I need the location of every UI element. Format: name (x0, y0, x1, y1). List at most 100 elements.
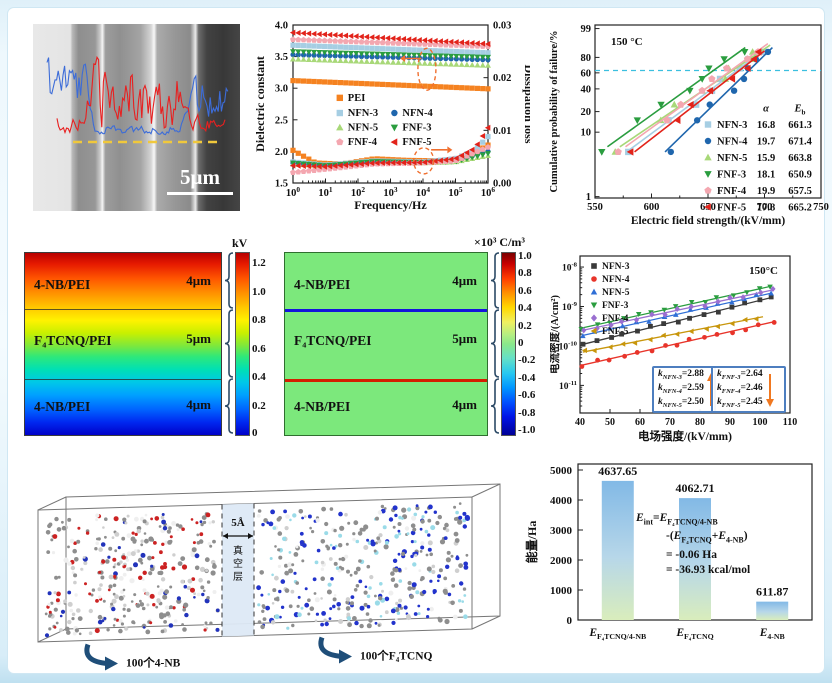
svg-text:4000: 4000 (550, 495, 573, 507)
svg-text:NFN-4: NFN-4 (717, 137, 748, 148)
svg-text:10-10: 10-10 (559, 340, 578, 352)
layer-thickness: 4μm (452, 273, 477, 289)
layer-thickness: 4μm (452, 396, 477, 412)
svg-text:FNF-5: FNF-5 (602, 327, 629, 337)
svg-text:能量/Ha: 能量/Ha (524, 521, 539, 564)
legend: PEI NFN-3 NFN-4 NFN-5 FNF-3 FNF-4 FNF-5 (336, 93, 433, 148)
svg-text:NFN-5: NFN-5 (348, 123, 378, 134)
svg-text:17.8: 17.8 (757, 203, 775, 214)
svg-text:600: 600 (644, 202, 660, 213)
svg-text:4062.71: 4062.71 (676, 481, 715, 495)
svg-text:2000: 2000 (550, 555, 573, 567)
svg-text:EF₄TCNQ/4-NB: EF₄TCNQ/4-NB (588, 627, 646, 641)
svg-text:1: 1 (586, 192, 591, 203)
svg-text:665.2: 665.2 (788, 203, 812, 214)
svg-text:空: 空 (233, 557, 243, 570)
svg-text:FNF-3: FNF-3 (717, 170, 746, 181)
svg-text:99: 99 (581, 24, 592, 35)
svg-text:90: 90 (725, 417, 735, 428)
svg-text:5000: 5000 (550, 465, 573, 477)
svg-text:100: 100 (286, 185, 301, 199)
layer-label: F₄TCNQ/PEI (34, 333, 112, 349)
svg-text:3.5: 3.5 (275, 52, 288, 63)
charge-map-panel: 4-NB/PEI F₄TCNQ/PEI 4-NB/PEI 4μm 5μm 4μm… (278, 235, 546, 454)
svg-text:E4-NB: E4-NB (759, 627, 785, 641)
svg-text:657.5: 657.5 (788, 186, 812, 197)
svg-text:16.8: 16.8 (757, 120, 775, 131)
svg-text:100: 100 (753, 417, 768, 428)
svg-text:150°C: 150°C (749, 265, 778, 277)
interaction-energy-annotation: Eint=EF₄TCNQ/4-NB -(EF₄TCNQ+E4-NB) = -0.06… (636, 512, 751, 576)
layer-thickness: 4μm (186, 396, 211, 412)
svg-text:FNF-4: FNF-4 (602, 314, 629, 324)
md-simulation-panel: 5Å 真空层 100个4-NB 100个F₄TCNQ (37, 483, 501, 671)
svg-text:663.8: 663.8 (788, 153, 812, 164)
layer-label: 4-NB/PEI (34, 276, 91, 292)
svg-text:550: 550 (587, 202, 603, 213)
svg-text:10-11: 10-11 (559, 380, 577, 392)
legend: α Eb NFN-3 16.8 661.3 NFN-4 19.7 671.4 NFN-5 15.9… (704, 104, 813, 214)
series-NFN-3 (580, 294, 774, 347)
svg-text:20: 20 (581, 107, 592, 118)
svg-text:15.9: 15.9 (757, 153, 775, 164)
svg-text:103: 103 (383, 185, 398, 199)
svg-text:100个4-NB: 100个4-NB (126, 656, 181, 670)
svg-text:0.02: 0.02 (493, 73, 511, 84)
svg-text:FNF-3: FNF-3 (602, 301, 629, 311)
charge-colorbar (501, 252, 516, 436)
svg-text:NFN-3: NFN-3 (602, 262, 630, 272)
vacuum-layer: 5Å 真空层 (221, 503, 255, 637)
svg-text:18.1: 18.1 (757, 170, 775, 181)
svg-text:10-9: 10-9 (562, 301, 578, 313)
svg-text:110: 110 (783, 417, 797, 428)
k-values-fnf-box: kFNF-3=2.64 kFNF-4=2.46 kFNF-5=2.45 (711, 366, 786, 413)
svg-text:80: 80 (581, 53, 592, 64)
layer-divider (25, 378, 221, 380)
svg-text:NFN-5: NFN-5 (602, 288, 630, 298)
series-FNF-3 (598, 46, 749, 156)
svg-text:NFN-5: NFN-5 (717, 153, 747, 164)
svg-text:Dissipation loss: Dissipation loss (522, 64, 530, 143)
bar-1 (679, 498, 711, 620)
layer-thickness: 5μm (452, 331, 477, 347)
svg-text:2.5: 2.5 (275, 115, 288, 126)
svg-text:104: 104 (416, 185, 431, 199)
svg-text:1000: 1000 (550, 585, 573, 597)
svg-text:FNF-3: FNF-3 (402, 123, 431, 134)
svg-text:60: 60 (635, 417, 645, 428)
layer-label: 4-NB/PEI (294, 398, 351, 414)
series-FNF-5 (626, 48, 765, 156)
layer-thickness: 4μm (186, 273, 211, 289)
svg-text:3000: 3000 (550, 525, 573, 537)
svg-text:层: 层 (233, 571, 243, 583)
sem-linescan-overlay (46, 55, 229, 144)
svg-text:102: 102 (351, 185, 366, 199)
svg-text:Frequency/Hz: Frequency/Hz (354, 198, 427, 212)
sem-scale-bar: 5μm (167, 165, 233, 195)
energy-bar-chart: 0 1000 2000 3000 4000 5000 能量/Ha 4637.65 EF₄TCNQ… (524, 463, 813, 641)
leakage-current-chart: 40 50 60 70 80 90 100 110 10-8 10-9 10-10 10-11 电场强度… (550, 255, 797, 443)
f4tcnq-molecules (256, 502, 470, 630)
layer-label: 4-NB/PEI (294, 276, 351, 292)
svg-text:0.03: 0.03 (493, 21, 511, 32)
series-NFN-4 (290, 52, 491, 169)
legend: NFN-3 NFN-4 NFN-5 FNF-3 FNF-4 FNF-5 (590, 262, 630, 337)
svg-text:电流密度/(A/cm²): 电流密度/(A/cm²) (550, 295, 561, 374)
svg-text:60: 60 (581, 68, 592, 79)
axis-pointer-annotations (400, 47, 453, 175)
weibull-breakdown-chart: 5506006507007501102040608099Electric fie… (549, 24, 829, 227)
svg-text:700: 700 (757, 202, 773, 213)
potential-map: 4-NB/PEI F₄TCNQ/PEI 4-NB/PEI 4μm 5μm 4μm (24, 252, 222, 436)
simulation-box (37, 483, 501, 643)
potential-map-panel: 4-NB/PEI F₄TCNQ/PEI 4-NB/PEI 4μm 5μm 4μm… (18, 236, 276, 454)
k-values-nfn-box: kNFN-3=2.88 kNFN-4=2.59 kNFN-5=2.50 (652, 366, 716, 413)
sem-scale-label: 5μm (180, 165, 220, 189)
series-FNF-3 (290, 49, 491, 169)
layer-label: F₄TCNQ/PEI (294, 333, 372, 349)
svg-text:100个F₄TCNQ: 100个F₄TCNQ (360, 648, 433, 662)
svg-text:611.87: 611.87 (756, 585, 788, 599)
svg-text:1.5: 1.5 (275, 179, 288, 190)
svg-text:10: 10 (581, 128, 592, 139)
pointer-arrow (318, 636, 352, 664)
